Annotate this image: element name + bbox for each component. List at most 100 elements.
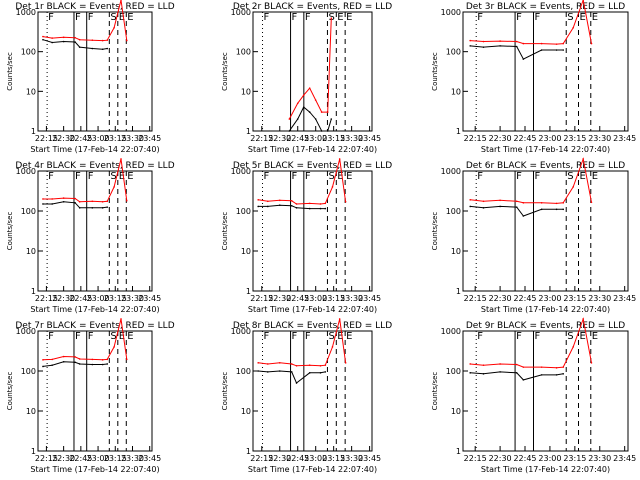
y-tick-label: 100 [21, 48, 36, 57]
lld-point [42, 198, 44, 200]
x-axis-label: Start Time (17-Feb-14 22:07:40) [248, 465, 377, 474]
x-tick-label: 22:30 [268, 294, 291, 303]
marker-label: F [534, 171, 540, 182]
lld-point [42, 35, 44, 38]
lld-point [78, 38, 81, 41]
lld-point [330, 17, 333, 19]
events-point [290, 371, 293, 373]
plot-frame [462, 170, 629, 292]
x-tick-label: 23:15 [563, 134, 586, 143]
plot-frame [37, 330, 153, 452]
lld-point [319, 364, 322, 367]
marker-label: E [580, 331, 586, 342]
lld-point [78, 200, 81, 203]
events-point [288, 130, 291, 132]
marker-label: F [48, 331, 54, 342]
events-point [320, 130, 323, 132]
events-point [522, 379, 525, 381]
events-point [290, 204, 293, 207]
lld-point [125, 358, 128, 361]
marker-label: S [567, 12, 573, 23]
lld-point [51, 198, 53, 200]
x-tick-label: 23:45 [358, 134, 381, 143]
lld-point [266, 200, 269, 203]
y-tick-label: 10 [451, 407, 461, 416]
x-tick-label: 23:00 [304, 294, 327, 303]
marker-label: F [292, 171, 298, 182]
events-point [469, 205, 471, 208]
marker-label: E [580, 171, 586, 182]
x-tick-label: 23:30 [340, 294, 363, 303]
lld-point [257, 199, 259, 201]
events-series-line [470, 45, 564, 60]
events-point [74, 361, 76, 364]
marker-label: F [477, 171, 483, 182]
marker-label: F [292, 12, 298, 23]
events-point [330, 118, 333, 120]
lld-point [295, 203, 298, 205]
lld-point [338, 318, 341, 320]
panel-title: Det 2r BLACK = Events, RED = LLD [233, 2, 392, 12]
x-tick-label: 22:30 [52, 454, 75, 463]
lld-point [120, 158, 122, 160]
marker-label: F [477, 331, 483, 342]
y-axis-label: Counts/sec [221, 372, 229, 411]
y-tick-label: 10 [241, 247, 251, 256]
lld-point [590, 201, 593, 204]
marker-label: F [305, 331, 311, 342]
x-tick-label: 22:30 [52, 134, 75, 143]
y-tick-label: 100 [236, 367, 251, 376]
events-point [562, 208, 565, 211]
lld-point [582, 0, 584, 1]
panel-det-3: Det 3r BLACK = Events, RED = LLD 1 10 100 10… [431, 0, 636, 154]
marker-label: F [264, 331, 270, 342]
lld-point [308, 87, 311, 89]
x-tick-label: 23:00 [538, 134, 561, 143]
marker-label: F [534, 331, 540, 342]
lld-point [266, 363, 269, 365]
x-tick-label: 23:00 [304, 454, 327, 463]
events-series-line [258, 204, 326, 210]
x-tick-label: 22:15 [250, 454, 273, 463]
events-point [499, 205, 501, 208]
events-series-line [470, 371, 564, 381]
y-tick-label: 100 [236, 207, 251, 216]
lld-point [499, 40, 501, 42]
marker-label: E [119, 331, 125, 342]
y-tick-label: 1000 [441, 167, 461, 176]
x-axis-label: Start Time (17-Feb-14 22:07:40) [248, 145, 377, 154]
marker-label: S [110, 331, 116, 342]
x-tick-label: 23:45 [138, 454, 161, 463]
marker-label: F [516, 331, 522, 342]
marker-label: F [88, 171, 94, 182]
x-tick-label: 23:15 [563, 454, 586, 463]
lld-point [290, 199, 293, 202]
lld-point [590, 362, 593, 364]
events-series-line [470, 205, 564, 217]
x-tick-label: 22:15 [464, 134, 487, 143]
marker-label: F [48, 171, 54, 182]
lld-point [91, 200, 94, 203]
y-tick-label: 100 [446, 207, 461, 216]
plot-frame [462, 11, 629, 132]
x-tick-label: 22:45 [69, 294, 92, 303]
x-tick-label: 22:45 [286, 294, 309, 303]
marker-label: S [567, 331, 573, 342]
lld-point [482, 200, 485, 203]
events-point [42, 365, 44, 368]
marker-label: F [305, 171, 311, 182]
x-tick-label: 23:15 [563, 294, 586, 303]
plot-frame [252, 11, 373, 132]
events-series-line [288, 106, 332, 132]
events-point [540, 374, 543, 376]
lld-point [314, 99, 317, 101]
lld-point [469, 199, 471, 201]
lld-point [290, 363, 293, 365]
events-point [295, 207, 298, 209]
events-point [555, 374, 558, 376]
lld-point [320, 111, 323, 113]
y-axis-label: Counts/sec [431, 372, 439, 411]
x-axis-label: Start Time (17-Feb-14 22:07:40) [481, 465, 610, 474]
panel-title: Det 7r BLACK = Events, RED = LLD [15, 321, 174, 331]
marker-label: F [477, 12, 483, 23]
